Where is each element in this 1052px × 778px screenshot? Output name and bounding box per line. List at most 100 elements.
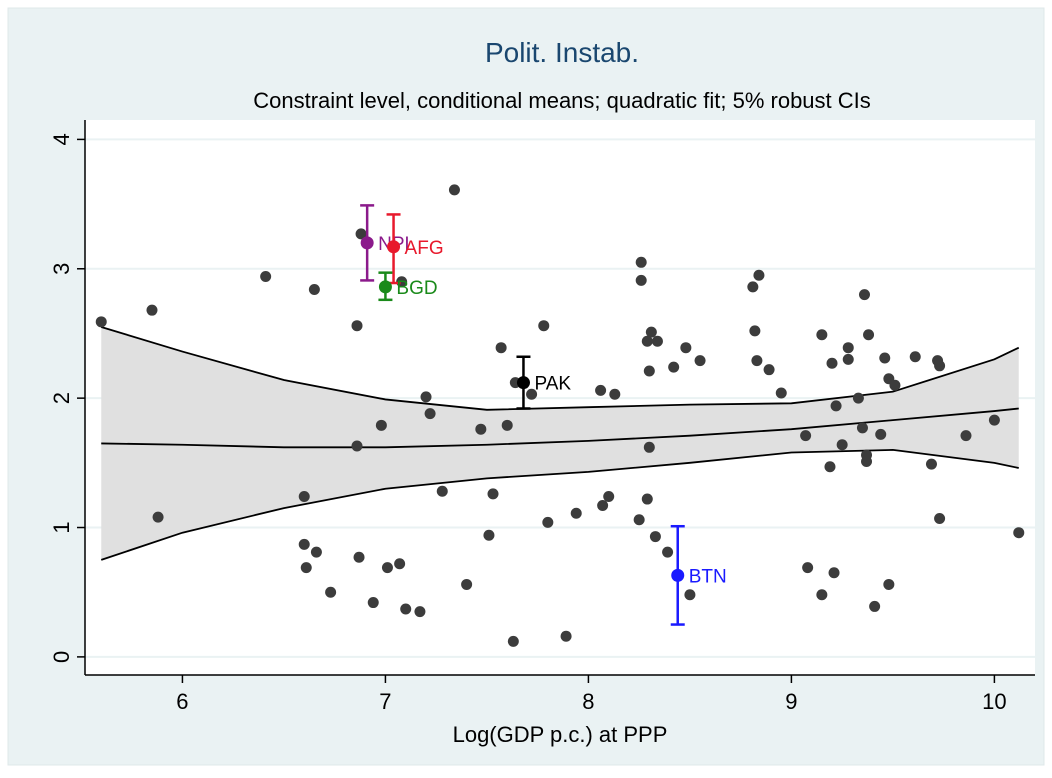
point-label: AFG <box>405 238 444 259</box>
point <box>633 514 645 526</box>
point <box>381 562 393 574</box>
point <box>684 589 696 601</box>
point <box>325 586 337 598</box>
labeled-point <box>671 568 685 582</box>
point-label: PAK <box>534 374 571 395</box>
point <box>662 546 674 558</box>
point <box>310 546 322 558</box>
point <box>300 562 312 574</box>
point <box>960 430 972 442</box>
band-fit <box>101 407 1019 449</box>
point <box>353 551 365 563</box>
point <box>394 558 406 570</box>
point <box>351 320 363 332</box>
point <box>988 414 1000 426</box>
labeled-point <box>516 376 530 390</box>
point <box>526 388 538 400</box>
point <box>858 289 870 301</box>
point <box>645 326 657 338</box>
point <box>775 387 787 399</box>
ci-band <box>101 326 1019 560</box>
point <box>448 184 460 196</box>
point <box>883 578 895 590</box>
point <box>487 488 499 500</box>
point <box>538 320 550 332</box>
x-tick-label: 8 <box>582 689 594 714</box>
point <box>367 597 379 609</box>
point <box>95 316 107 328</box>
point <box>643 365 655 377</box>
point <box>436 485 448 497</box>
point <box>298 538 310 550</box>
point <box>816 329 828 341</box>
x-axis-label: Log(GDP p.c.) at PPP <box>453 722 668 747</box>
point <box>355 228 367 240</box>
point <box>501 419 513 431</box>
point <box>694 355 706 367</box>
point <box>668 361 680 373</box>
point <box>396 276 408 288</box>
labeled-point <box>378 280 392 294</box>
point <box>351 440 363 452</box>
point <box>842 342 854 354</box>
point <box>400 603 412 615</box>
point <box>507 635 519 647</box>
point <box>826 357 838 369</box>
point <box>875 428 887 440</box>
point <box>879 352 891 364</box>
point <box>889 379 901 391</box>
point <box>680 342 692 354</box>
point <box>641 335 653 347</box>
point <box>802 562 814 574</box>
y-tick-label: 2 <box>49 392 74 404</box>
point <box>763 364 775 376</box>
y-tick-label: 0 <box>49 651 74 663</box>
chart-subtitle: Constraint level, conditional means; qua… <box>253 88 871 113</box>
y-tick-label: 3 <box>49 263 74 275</box>
point <box>869 600 881 612</box>
point <box>635 274 647 286</box>
point <box>298 490 310 502</box>
point <box>751 355 763 367</box>
point <box>643 441 655 453</box>
point <box>816 589 828 601</box>
point <box>824 461 836 473</box>
point <box>152 511 164 523</box>
point <box>649 531 661 543</box>
point <box>753 269 765 281</box>
point <box>483 529 495 541</box>
point <box>863 329 875 341</box>
point <box>934 512 946 524</box>
point <box>856 422 868 434</box>
band-lower <box>100 448 1019 561</box>
point <box>603 490 615 502</box>
point <box>800 430 812 442</box>
y-tick-label: 1 <box>49 521 74 533</box>
point <box>461 578 473 590</box>
point <box>570 507 582 519</box>
band-upper <box>100 326 1020 411</box>
labeled-point <box>360 236 374 250</box>
y-tick-label: 4 <box>49 133 74 145</box>
point <box>375 419 387 431</box>
point <box>560 630 572 642</box>
point <box>651 335 663 347</box>
point-label: BTN <box>689 566 727 587</box>
labeled-point <box>387 240 401 254</box>
x-tick-label: 9 <box>785 689 797 714</box>
point <box>424 408 436 420</box>
point <box>260 271 272 283</box>
point <box>836 439 848 451</box>
point <box>635 256 647 268</box>
point <box>414 606 426 618</box>
point <box>749 325 761 337</box>
point <box>828 567 840 579</box>
point <box>641 493 653 505</box>
point <box>861 456 873 468</box>
point <box>475 423 487 435</box>
point <box>308 283 320 295</box>
point <box>146 304 158 316</box>
x-tick-label: 6 <box>176 689 188 714</box>
